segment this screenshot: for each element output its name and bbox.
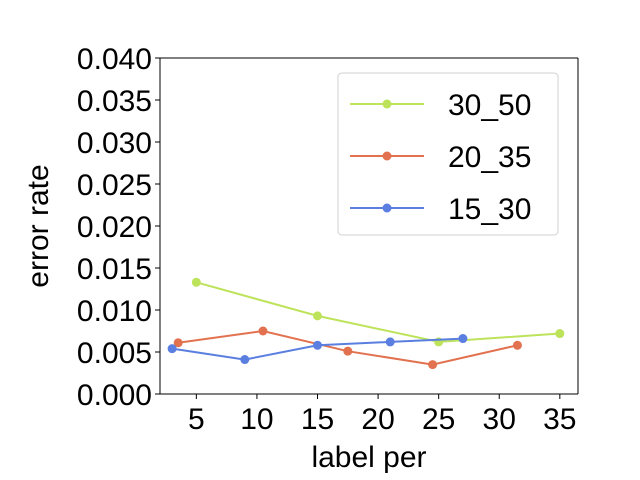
data-point (240, 355, 249, 364)
legend: 30_50 20_35 15_30 (338, 73, 558, 235)
y-axis: 0.000 0.005 0.010 0.015 0.020 0.025 0.030 0.035… (77, 43, 160, 412)
y-tick-label: 0.010 (77, 295, 152, 328)
legend-marker (383, 152, 392, 161)
data-point (168, 344, 177, 353)
y-tick-label: 0.025 (77, 169, 152, 202)
data-point (428, 360, 437, 369)
legend-label: 30_50 (448, 89, 531, 122)
y-tick-label: 0.030 (77, 127, 152, 160)
y-tick-label: 0.040 (77, 43, 152, 76)
x-axis-label: label per (311, 441, 426, 474)
legend-marker (383, 204, 392, 213)
data-point (313, 341, 322, 350)
data-point (258, 327, 267, 336)
x-tick-label: 10 (240, 403, 273, 436)
data-point (555, 329, 564, 338)
legend-label: 15_30 (448, 193, 531, 226)
data-point (192, 278, 201, 287)
data-point (343, 347, 352, 356)
y-tick-label: 0.005 (77, 337, 152, 370)
y-tick-label: 0.020 (77, 211, 152, 244)
data-point (513, 341, 522, 350)
data-point (386, 337, 395, 346)
x-tick-label: 20 (361, 403, 394, 436)
x-tick-label: 35 (543, 403, 576, 436)
x-tick-label: 25 (422, 403, 455, 436)
x-tick-label: 5 (188, 403, 205, 436)
data-point (458, 334, 467, 343)
y-tick-label: 0.035 (77, 85, 152, 118)
y-tick-label: 0.015 (77, 253, 152, 286)
y-tick-label: 0.000 (77, 379, 152, 412)
legend-label: 20_35 (448, 141, 531, 174)
data-point (313, 311, 322, 320)
x-tick-label: 15 (301, 403, 334, 436)
legend-marker (383, 100, 392, 109)
y-axis-label: error rate (22, 164, 55, 287)
x-tick-label: 30 (483, 403, 516, 436)
